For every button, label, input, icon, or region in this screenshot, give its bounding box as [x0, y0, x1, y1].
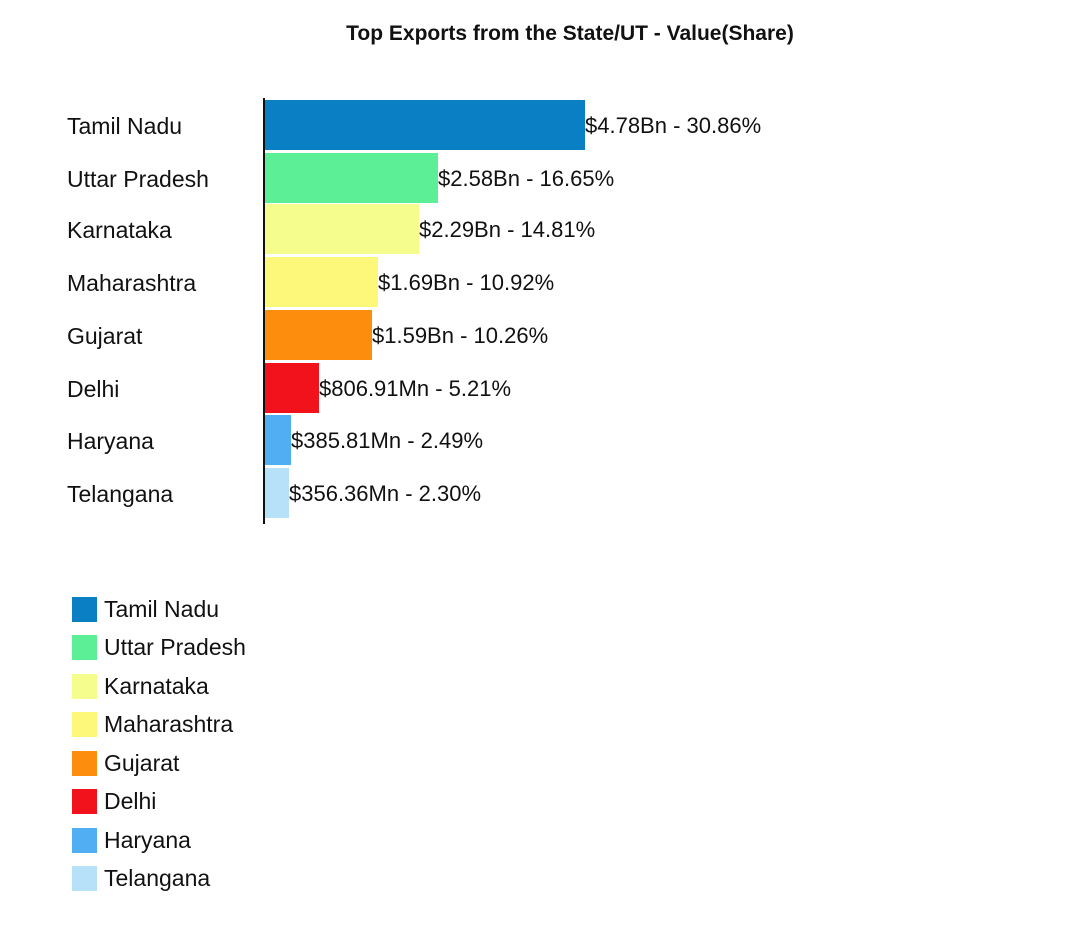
bar[interactable]	[265, 257, 378, 307]
legend-item[interactable]: Haryana	[72, 821, 246, 860]
legend-swatch	[72, 789, 97, 815]
legend-label: Uttar Pradesh	[104, 634, 246, 661]
category-label: Haryana	[67, 428, 154, 454]
legend-swatch	[72, 750, 97, 776]
legend-label: Delhi	[104, 788, 157, 815]
bar[interactable]	[265, 415, 291, 465]
chart-legend: Tamil Nadu Uttar Pradesh Karnataka Mahar…	[72, 590, 246, 898]
chart-title: Top Exports from the State/UT - Value(Sh…	[346, 22, 794, 45]
value-label: $356.36Mn - 2.30%	[289, 481, 482, 506]
bar[interactable]	[265, 153, 438, 203]
legend-label: Karnataka	[104, 672, 209, 699]
bar[interactable]	[265, 468, 289, 518]
bar[interactable]	[265, 100, 585, 150]
legend-item[interactable]: Maharashtra	[72, 706, 246, 745]
category-label: Uttar Pradesh	[67, 166, 209, 192]
legend-item[interactable]: Gujarat	[72, 744, 246, 783]
legend-swatch	[72, 827, 97, 853]
legend-swatch	[72, 712, 97, 738]
value-label: $4.78Bn - 30.86%	[585, 113, 762, 138]
value-label: $1.69Bn - 10.92%	[378, 270, 555, 295]
value-label: $385.81Mn - 2.49%	[291, 428, 484, 453]
legend-item[interactable]: Karnataka	[72, 667, 246, 706]
legend-item[interactable]: Tamil Nadu	[72, 590, 246, 629]
legend-label: Maharashtra	[104, 711, 234, 738]
legend-label: Tamil Nadu	[104, 595, 220, 622]
value-label: $1.59Bn - 10.26%	[372, 323, 549, 348]
legend-label: Telangana	[104, 865, 211, 892]
y-axis-line	[263, 98, 265, 524]
legend-item[interactable]: Telangana	[72, 860, 246, 899]
bar[interactable]	[265, 310, 372, 360]
category-label: Maharashtra	[67, 270, 197, 296]
legend-item[interactable]: Delhi	[72, 783, 246, 822]
category-label: Tamil Nadu	[67, 113, 183, 139]
value-label: $806.91Mn - 5.21%	[319, 376, 512, 401]
legend-swatch	[72, 635, 97, 661]
category-label: Telangana	[67, 481, 174, 507]
bar[interactable]	[265, 363, 319, 413]
legend-item[interactable]: Uttar Pradesh	[72, 629, 246, 668]
legend-swatch	[72, 596, 97, 622]
category-label: Gujarat	[67, 323, 143, 349]
category-label: Karnataka	[67, 217, 172, 243]
legend-label: Gujarat	[104, 749, 180, 776]
value-label: $2.58Bn - 16.65%	[438, 166, 615, 191]
value-label: $2.29Bn - 14.81%	[419, 217, 596, 242]
legend-swatch	[72, 673, 97, 699]
category-label: Delhi	[67, 376, 120, 402]
bar[interactable]	[265, 204, 419, 254]
legend-label: Haryana	[104, 826, 191, 853]
legend-swatch	[72, 866, 97, 892]
